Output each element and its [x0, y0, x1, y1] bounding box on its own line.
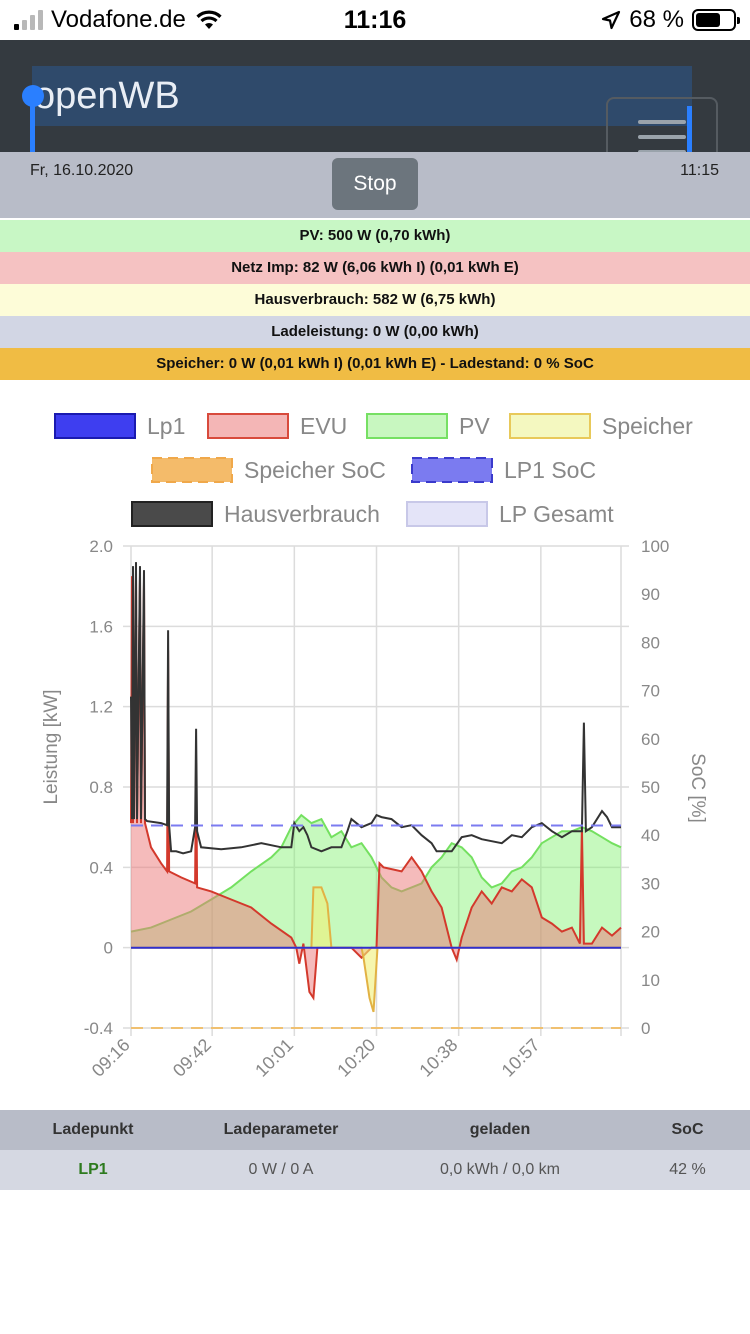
status-left: Vodafone.de — [14, 6, 224, 34]
x-tick-label: 10:57 — [498, 1035, 544, 1081]
battery-percent: 68 % — [629, 6, 684, 33]
legend-label-speicher-soc: Speicher SoC — [244, 457, 386, 483]
y2-tick-label: 90 — [641, 585, 660, 604]
brand-title[interactable]: openWB — [32, 66, 692, 126]
y-tick-label: -0.4 — [84, 1019, 113, 1038]
storage-info: Speicher: 0 W (0,01 kWh I) (0,01 kWh E) … — [0, 348, 750, 380]
hausverbrauch-line — [130, 562, 621, 855]
legend-swatch-lp-gesamt — [406, 501, 488, 527]
legend-label-lp1: Lp1 — [147, 413, 185, 439]
y2-tick-label: 60 — [641, 730, 660, 749]
power-chart: Lp1 EVU PV Speicher Speicher SoC LP1 SoC Hausv… — [41, 413, 708, 1081]
y-tick-label: 0.4 — [89, 858, 113, 877]
x-tick-label: 10:38 — [416, 1035, 462, 1081]
y2-tick-label: 40 — [641, 826, 660, 845]
row-ladeparameter: 0 W / 0 A — [248, 1161, 314, 1178]
y-axis-title: Leistung [kW] — [41, 689, 62, 804]
legend-label-speicher: Speicher — [602, 413, 693, 439]
battery-icon — [692, 9, 740, 31]
grid-import-info: Netz Imp: 82 W (6,06 kWh I) (0,01 kWh E) — [0, 252, 750, 284]
signal-icon — [14, 10, 43, 30]
legend-label-pv: PV — [459, 413, 490, 439]
row-ladepunkt[interactable]: LP1 — [78, 1161, 108, 1178]
wifi-icon — [196, 10, 222, 29]
legend-label-lp1-soc: LP1 SoC — [504, 457, 596, 483]
row-geladen: 0,0 kWh / 0,0 km — [439, 1161, 561, 1178]
selection-handle-left[interactable] — [30, 92, 35, 164]
status-bar: Vodafone.de 11:16 68 % — [0, 0, 750, 40]
legend-swatch-speicher — [509, 413, 591, 439]
y2-tick-label: 50 — [641, 778, 660, 797]
legend-swatch-evu — [207, 413, 289, 439]
status-right: 68 % — [601, 6, 740, 34]
navbar: openWB — [0, 40, 750, 186]
status-time: 11:16 — [343, 6, 407, 34]
x-tick-label: 10:20 — [333, 1035, 379, 1081]
header-ladepunkt: Ladepunkt — [52, 1121, 134, 1138]
evu-line — [130, 576, 622, 1001]
speicher-area — [131, 887, 621, 1012]
x-tick-label: 09:42 — [169, 1035, 215, 1081]
y-tick-label: 0 — [104, 939, 113, 958]
table-row[interactable]: LP1 0 W / 0 A 0,0 kWh / 0,0 km 42 % — [0, 1150, 750, 1190]
house-consumption-info: Hausverbrauch: 582 W (6,75 kWh) — [0, 284, 750, 316]
y2-tick-label: 70 — [641, 682, 660, 701]
y2-tick-label: 0 — [641, 1019, 650, 1038]
y2-tick-label: 10 — [641, 971, 660, 990]
legend-swatch-speicher-soc — [151, 457, 233, 483]
legend-label-lp-gesamt: LP Gesamt — [499, 501, 614, 527]
legend-swatch-lp1-soc — [411, 457, 493, 483]
y2-tick-label: 100 — [641, 537, 669, 556]
y-tick-label: 0.8 — [89, 778, 113, 797]
legend-label-hausverbrauch: Hausverbrauch — [224, 501, 380, 527]
legend-label-evu: EVU — [300, 413, 347, 439]
row-soc: 42 % — [669, 1161, 706, 1178]
pv-info: PV: 500 W (0,70 kWh) — [0, 220, 750, 252]
hamburger-icon — [638, 120, 686, 124]
location-arrow-icon — [602, 10, 621, 30]
y2-tick-label: 80 — [641, 633, 660, 652]
legend-swatch-pv — [366, 413, 448, 439]
date-row: Fr, 16.10.2020 Stop 11:15 — [0, 152, 750, 218]
y2-tick-label: 30 — [641, 874, 660, 893]
hamburger-icon — [638, 135, 686, 139]
x-tick-label: 10:01 — [251, 1035, 297, 1081]
header-soc: SoC — [671, 1121, 704, 1138]
table-header: Ladepunkt Ladeparameter geladen SoC — [0, 1110, 750, 1150]
stop-button[interactable]: Stop — [332, 158, 418, 210]
y-tick-label: 2.0 — [89, 537, 113, 556]
charging-power-info: Ladeleistung: 0 W (0,00 kWh) — [0, 316, 750, 348]
selection-knob-left[interactable] — [22, 85, 44, 107]
legend-swatch-hausverbrauch — [131, 501, 213, 527]
y2-tick-label: 20 — [641, 923, 660, 942]
y-tick-label: 1.6 — [89, 617, 113, 636]
selection-handle-right[interactable] — [687, 106, 692, 176]
y-tick-label: 1.2 — [89, 698, 113, 717]
carrier-name: Vodafone.de — [51, 6, 186, 33]
x-tick-label: 09:16 — [88, 1035, 134, 1081]
header-ladeparameter: Ladeparameter — [223, 1121, 339, 1138]
y2-axis-title: SoC [%] — [687, 753, 708, 823]
legend-swatch-lp1 — [54, 413, 136, 439]
current-date: Fr, 16.10.2020 — [30, 162, 134, 179]
header-geladen: geladen — [469, 1121, 531, 1138]
current-time: 11:15 — [680, 162, 719, 179]
